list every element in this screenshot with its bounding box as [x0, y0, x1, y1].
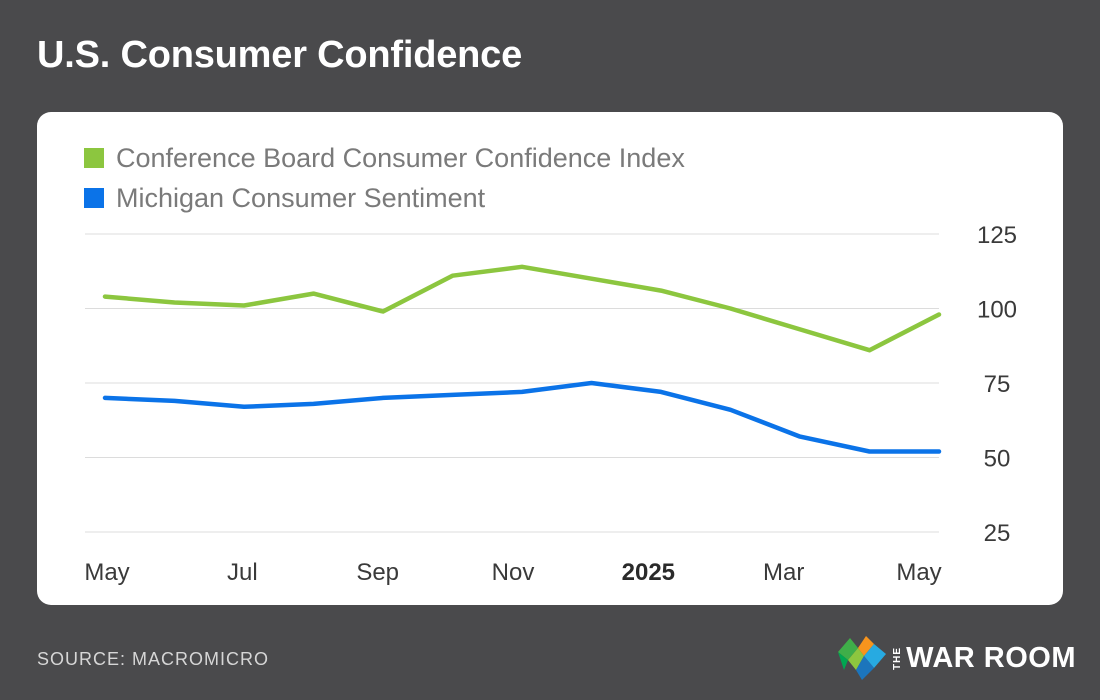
brand: THE WAR ROOM: [834, 630, 1076, 686]
y-tick-label: 75: [984, 371, 1011, 398]
y-tick-label: 125: [977, 222, 1017, 249]
x-tick-label: May: [84, 559, 129, 586]
x-tick-label: Jul: [227, 559, 258, 586]
x-tick-label: Sep: [356, 559, 399, 586]
legend: Conference Board Consumer Confidence Ind…: [84, 138, 685, 218]
legend-item-michigan: Michigan Consumer Sentiment: [84, 178, 685, 218]
legend-item-conference-board: Conference Board Consumer Confidence Ind…: [84, 138, 685, 178]
chart-card: Conference Board Consumer Confidence Ind…: [37, 112, 1063, 605]
line-chart: 125 100 75 50 25 May Jul Sep Nov 2025 Mar May: [84, 222, 1017, 586]
y-tick-label: 25: [984, 520, 1011, 547]
x-tick-label: 2025: [622, 559, 675, 586]
x-tick-label: May: [896, 559, 941, 586]
legend-label-conference-board: Conference Board Consumer Confidence Ind…: [116, 143, 685, 173]
legend-label-michigan: Michigan Consumer Sentiment: [116, 183, 486, 213]
series-line-conference-board: [102, 264, 942, 353]
y-tick-label: 50: [984, 446, 1011, 473]
chart-title: U.S. Consumer Confidence: [37, 34, 523, 76]
legend-swatch-conference-board: [84, 148, 104, 168]
brand-prefix: THE: [892, 646, 904, 670]
series-line-michigan: [102, 380, 942, 454]
x-tick-label: Mar: [763, 559, 804, 586]
source-note: SOURCE: MACROMICRO: [37, 649, 270, 669]
war-room-logo-icon: [838, 636, 887, 680]
x-tick-label: Nov: [492, 559, 535, 586]
brand-name: WAR ROOM: [906, 641, 1076, 674]
y-tick-label: 100: [977, 297, 1017, 324]
legend-swatch-michigan: [84, 188, 104, 208]
